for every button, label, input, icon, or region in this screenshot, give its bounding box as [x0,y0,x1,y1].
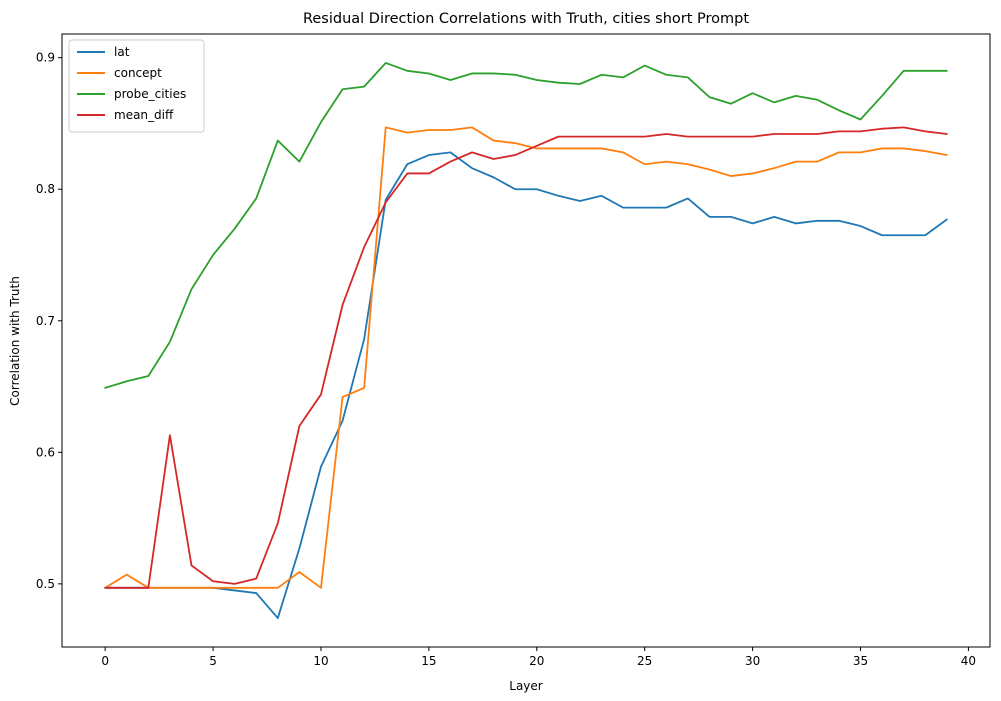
x-axis-title: Layer [509,679,543,693]
x-axis: 0 5 10 15 20 25 30 35 40 [101,647,976,668]
x-tick-label: 10 [313,654,328,668]
series-line-concept [104,126,948,589]
x-tick-label: 35 [853,654,868,668]
legend-box [68,39,205,133]
y-tick-label: 0.6 [36,445,55,459]
x-tick-label: 15 [421,654,436,668]
x-tick-label: 0 [101,654,109,668]
legend-label: concept [114,66,162,80]
series-line-probe-cities [104,62,948,389]
legend: lat concept probe_cities mean_diff [68,39,205,133]
y-axis: 0.5 0.6 0.7 0.8 0.9 [36,51,62,591]
y-axis-title: Correlation with Truth [8,276,22,406]
legend-label: mean_diff [114,108,174,122]
y-tick-label: 0.7 [36,314,55,328]
y-tick-label: 0.8 [36,182,55,196]
y-tick-label: 0.9 [36,51,55,65]
x-tick-label: 30 [745,654,760,668]
chart-title: Residual Direction Correlations with Tru… [303,11,749,27]
series-line-mean-diff [104,126,948,589]
series-lines [104,62,948,619]
series-line-lat [104,151,948,619]
y-tick-label: 0.5 [36,577,55,591]
legend-label: lat [114,45,130,59]
plot-frame [61,33,991,648]
x-tick-label: 40 [961,654,976,668]
legend-label: probe_cities [114,87,186,101]
x-tick-label: 20 [529,654,544,668]
x-tick-label: 25 [637,654,652,668]
x-tick-label: 5 [209,654,217,668]
